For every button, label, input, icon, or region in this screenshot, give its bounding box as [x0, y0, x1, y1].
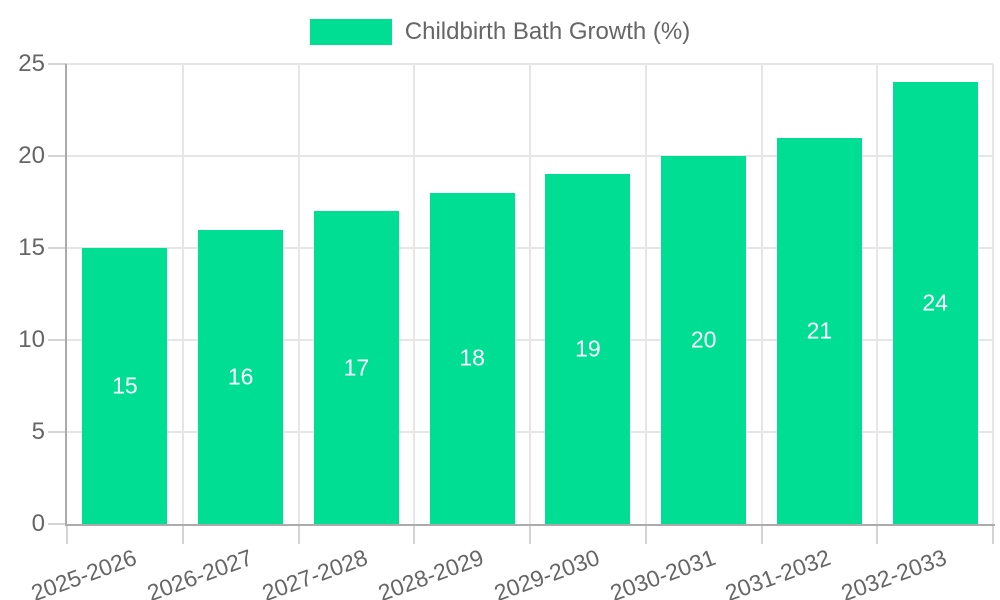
tick-mark [297, 526, 300, 544]
bar-value-label: 20 [690, 326, 717, 353]
tick-mark [48, 247, 67, 249]
x-axis-label: 2027-2028 [259, 544, 372, 600]
gridline [529, 64, 531, 524]
bar: 24 [892, 82, 978, 524]
tick-mark [181, 526, 184, 544]
x-axis-label: 2031-2032 [722, 544, 835, 600]
gridline [297, 64, 300, 524]
tick-mark [529, 526, 531, 544]
y-axis-label: 20 [18, 142, 45, 169]
bar-value-label: 15 [112, 372, 138, 399]
tick-mark [48, 339, 67, 341]
x-axis-label: 2032-2033 [837, 544, 951, 600]
x-axis-label: 2025-2026 [27, 544, 140, 600]
tick-mark [66, 526, 68, 544]
gridline [644, 64, 647, 524]
tick-mark [992, 526, 994, 544]
y-axis-label: 25 [18, 50, 45, 77]
gridline [760, 64, 763, 524]
tick-mark [876, 526, 879, 544]
tick-mark [48, 431, 67, 433]
gridline [992, 64, 994, 524]
x-axis-label: 2030-2031 [606, 544, 719, 600]
bar-value-label: 19 [575, 335, 601, 362]
gridline [413, 64, 416, 524]
chart-legend: Childbirth Bath Growth (%) [0, 18, 1000, 45]
legend-label: Childbirth Bath Growth (%) [404, 18, 691, 45]
bar: 19 [545, 174, 631, 524]
y-axis-label: 10 [18, 326, 45, 353]
tick-mark [760, 526, 763, 544]
bar-value-label: 18 [459, 344, 485, 371]
legend-swatch [309, 18, 392, 45]
x-axis-label: 2026-2027 [143, 544, 256, 600]
x-axis-label: 2029-2030 [490, 544, 603, 600]
tick-mark [48, 523, 67, 525]
y-axis-label: 5 [31, 418, 45, 445]
bar-value-label: 17 [343, 354, 370, 381]
tick-mark [48, 63, 67, 65]
bar: 16 [198, 229, 284, 524]
x-axis-line [65, 524, 995, 526]
legend-item[interactable]: Childbirth Bath Growth (%) [309, 18, 691, 45]
y-axis-label: 15 [18, 234, 45, 261]
bar: 21 [776, 137, 862, 524]
gridline [181, 64, 184, 524]
bar-value-label: 16 [227, 363, 254, 390]
tick-mark [48, 155, 67, 157]
plot-area: 15 16 17 18 19 20 21 24 [48, 63, 995, 544]
y-axis-label: 0 [31, 510, 45, 537]
bar: 15 [82, 248, 168, 524]
bar-value-label: 24 [922, 289, 948, 316]
bar: 18 [429, 192, 515, 524]
tick-mark [644, 526, 647, 544]
bar-value-label: 21 [806, 317, 833, 344]
bar: 20 [661, 156, 747, 524]
tick-mark [413, 526, 416, 544]
y-axis-line [65, 64, 67, 524]
x-axis-label: 2028-2029 [374, 544, 488, 600]
gridline [876, 64, 879, 524]
bar: 17 [313, 211, 399, 524]
